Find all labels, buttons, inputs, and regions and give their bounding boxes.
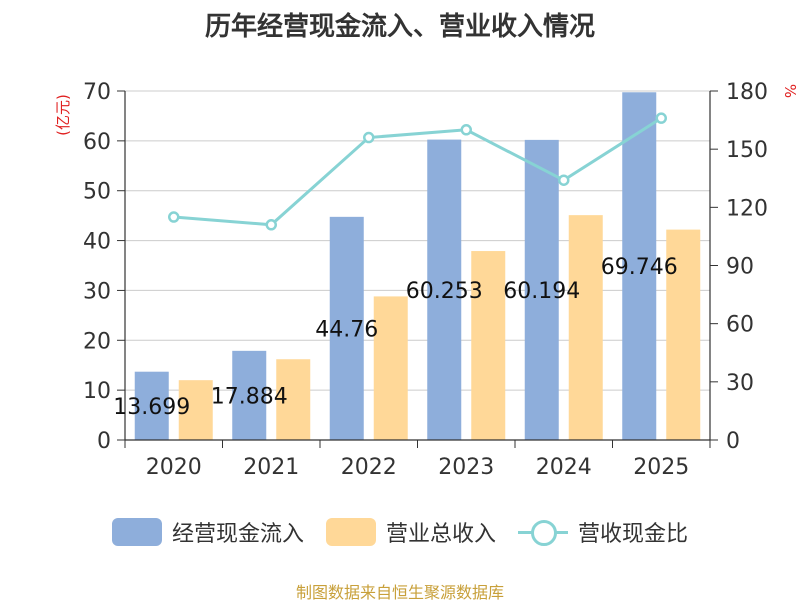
ratio-point <box>460 124 472 136</box>
y-right-tick-label: 60 <box>726 313 754 338</box>
legend: 经营现金流入 营业总收入 营收现金比 <box>0 516 800 548</box>
bar-revenue <box>471 251 506 440</box>
y-left-tick-label: 30 <box>83 279 111 304</box>
legend-item-cash-inflow[interactable]: 经营现金流入 <box>111 516 304 548</box>
legend-line-ratio-icon <box>518 518 568 546</box>
data-label-cash-inflow: 69.746 <box>601 255 678 280</box>
data-label-cash-inflow: 60.194 <box>503 279 580 304</box>
y-left-tick-label: 40 <box>83 230 111 255</box>
x-tick-label: 2022 <box>341 455 397 480</box>
x-tick-label: 2021 <box>243 455 299 480</box>
data-labels: 13.699 17.884 44.76 60.253 60.194 69.746 <box>113 255 677 420</box>
y-left-tick-label: 60 <box>83 130 111 155</box>
legend-label-revenue: 营业总收入 <box>385 522 496 547</box>
y-right-tick-label: 90 <box>726 255 754 280</box>
data-label-cash-inflow: 44.76 <box>315 317 378 342</box>
y-right-tick-label: 150 <box>726 138 768 163</box>
y-left-tick-label: 0 <box>97 429 111 454</box>
ratio-point <box>655 112 667 124</box>
ratio-point <box>168 211 180 223</box>
y-right-tick-label: 180 <box>726 80 768 105</box>
x-tick-label: 2020 <box>146 455 202 480</box>
y-left-tick-label: 70 <box>83 80 111 105</box>
gridlines <box>125 90 710 391</box>
y-right-tick-label: 0 <box>726 429 740 454</box>
bar-cash-inflow <box>134 371 169 440</box>
bar-cash-inflow <box>232 350 267 440</box>
source-footer: 制图数据来自恒生聚源数据库 <box>295 583 504 602</box>
bar-revenue <box>373 296 408 440</box>
bar-cash-inflow <box>524 139 559 441</box>
ratio-point <box>265 219 277 231</box>
chart-title: 历年经营现金流入、营业收入情况 <box>204 12 595 42</box>
y-left-tick-label: 20 <box>83 329 111 354</box>
bar-cash-inflow <box>622 92 657 441</box>
legend-item-ratio[interactable]: 营收现金比 <box>518 516 688 548</box>
x-tick-label: 2024 <box>536 455 592 480</box>
y-right-tick-label: 120 <box>726 196 768 221</box>
bar-revenue <box>666 229 701 440</box>
ratio-line <box>168 112 667 231</box>
legend-swatch-revenue <box>325 518 376 546</box>
ratio-point <box>363 131 375 144</box>
data-label-cash-inflow: 60.253 <box>406 279 483 304</box>
x-tick-label: 2025 <box>633 455 689 480</box>
y-right-tick-label: 30 <box>726 371 754 396</box>
legend-swatch-cash-inflow <box>111 518 162 546</box>
y-left-axis-title: (亿元) <box>54 94 72 136</box>
bar-cash-inflow <box>427 139 462 440</box>
bar-revenue <box>178 380 213 440</box>
y-left-tick-label: 50 <box>83 180 111 205</box>
y-right-axis-title: % <box>781 84 799 98</box>
axes: 0 10 20 30 40 50 60 70 0 30 60 90 120 150 180 (亿元)% 2020… <box>54 80 799 480</box>
data-label-cash-inflow: 13.699 <box>113 395 190 420</box>
bar-revenue <box>568 215 603 440</box>
chart: 0 10 20 30 40 50 60 70 0 30 60 90 120 150 180 (亿元)% 2020… <box>54 80 799 480</box>
legend-label-ratio: 营收现金比 <box>578 522 689 547</box>
legend-item-revenue[interactable]: 营业总收入 <box>325 516 496 548</box>
x-tick-label: 2023 <box>438 455 494 480</box>
data-label-cash-inflow: 17.884 <box>211 384 288 409</box>
legend-label-cash-inflow: 经营现金流入 <box>171 522 304 547</box>
bar-cash-inflow <box>329 216 364 440</box>
ratio-line-path <box>173 116 663 227</box>
bar-revenue <box>276 359 311 440</box>
ratio-point <box>558 174 570 186</box>
bars <box>134 92 701 441</box>
y-left-tick-label: 10 <box>83 379 111 404</box>
